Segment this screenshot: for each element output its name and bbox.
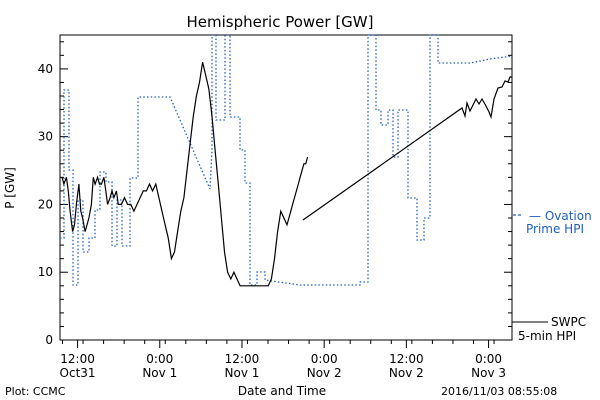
swpc-series-line [61,61,309,287]
y-axis-label: P [GW] [3,167,17,209]
y-tick-label: 40 [38,62,53,76]
swpc-series-tail [302,76,512,221]
plot-credit: Plot: CCMC [5,385,66,398]
y-axis: 0 10 20 30 40 [38,41,512,347]
legend-ovation-label-line2: Prime HPI [526,222,584,236]
x-tick-label-date: Oct31 [60,366,96,380]
x-tick-label-time: 0:00 [475,352,502,366]
swpc-5min-hpi-series [61,61,512,287]
chart-title: Hemispheric Power [GW] [187,13,374,31]
x-tick-label-date: Nov 1 [142,366,177,380]
ovation-prime-hpi-series [60,34,513,286]
y-tick-label: 20 [38,197,53,211]
x-tick-label-time: 12:00 [60,352,95,366]
plot-timestamp: 2016/11/03 08:55:08 [441,385,557,398]
plot-frame [59,34,513,341]
legend-swpc-label-line2: 5-min HPI [518,329,576,343]
x-tick-label-time: 12:00 [389,352,424,366]
x-tick-label-date: Nov 2 [307,366,342,380]
x-tick-label-date: Nov 2 [389,366,424,380]
x-tick-label-time: 0:00 [311,352,338,366]
legend-swpc-label-line1: SWPC [551,315,586,329]
y-tick-label: 30 [38,130,53,144]
legend-ovation-label-line1: — Ovation [529,209,592,223]
y-tick-label: 0 [45,333,53,347]
x-tick-label-date: Nov 3 [471,366,506,380]
x-tick-label-time: 12:00 [225,352,260,366]
x-tick-label-date: Nov 1 [225,366,260,380]
y-tick-label: 10 [38,265,53,279]
x-tick-label-time: 0:00 [146,352,173,366]
ovation-series-line [60,34,513,286]
x-axis-label: Date and Time [238,384,326,398]
